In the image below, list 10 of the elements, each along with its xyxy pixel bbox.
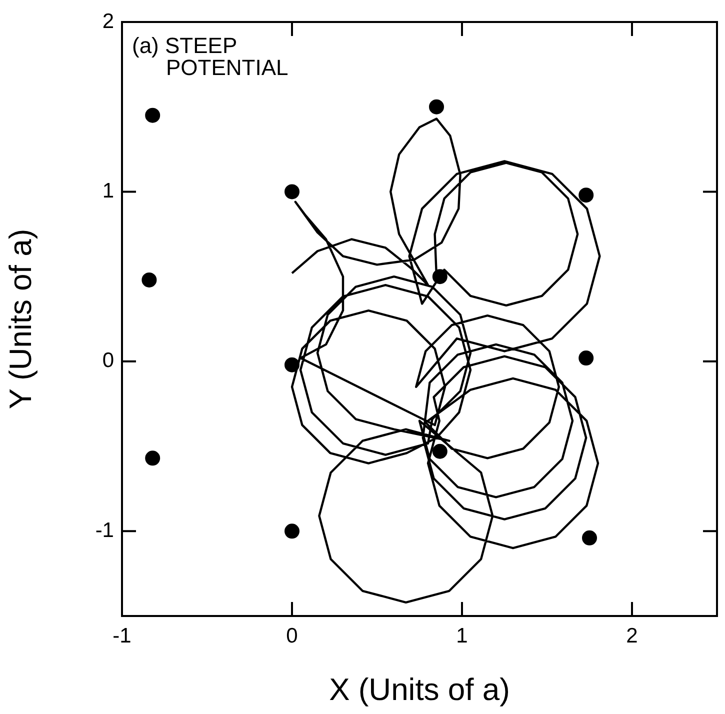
- annotation: (a) STEEP POTENTIAL: [132, 33, 288, 80]
- y-tick-label: -1: [95, 518, 114, 542]
- x-tick-label: 2: [626, 624, 638, 648]
- x-tick-label: 0: [286, 624, 298, 648]
- y-tick-label: 2: [102, 10, 114, 33]
- y-tick-label: 1: [102, 180, 114, 203]
- y-axis-title: Y (Units of a): [3, 228, 38, 410]
- x-axis-title: X (Units of a): [329, 672, 510, 707]
- x-tick-label: 1: [456, 624, 468, 648]
- y-tick-label: 0: [102, 349, 114, 372]
